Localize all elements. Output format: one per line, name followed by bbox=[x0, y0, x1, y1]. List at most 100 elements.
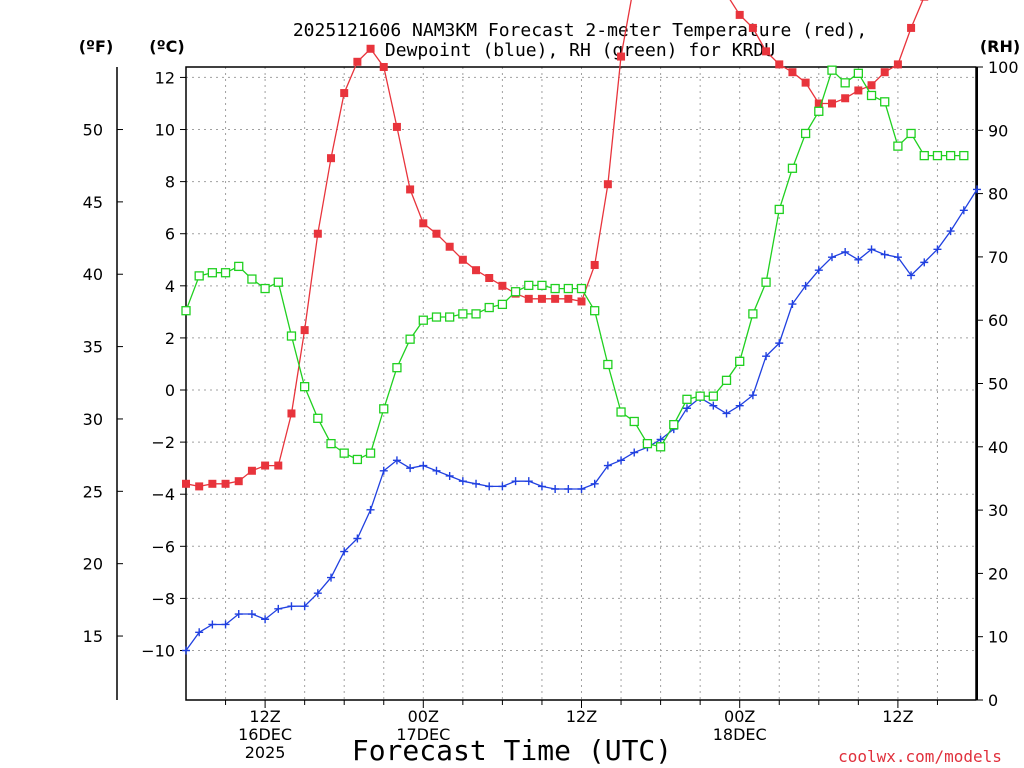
chart-title-line-1: 2025121606 NAM3KM Forecast 2-meter Tempe… bbox=[293, 20, 867, 41]
2-meter-temperature-point bbox=[564, 294, 573, 303]
rh-point bbox=[313, 413, 323, 423]
dewpoint-point bbox=[775, 339, 784, 348]
celsius-tick-label: −6 bbox=[151, 537, 175, 556]
rh-point bbox=[959, 150, 969, 161]
2-meter-temperature-point bbox=[274, 461, 283, 470]
2-meter-temperature-point bbox=[379, 63, 388, 71]
2-meter-temperature-point bbox=[907, 23, 916, 32]
dewpoint-point bbox=[946, 227, 955, 236]
dewpoint-point bbox=[551, 485, 560, 493]
rh-point bbox=[445, 312, 455, 322]
dewpoint-point bbox=[366, 505, 375, 514]
dewpoint-point bbox=[920, 258, 929, 267]
rh-tick-label: 30 bbox=[988, 501, 1008, 520]
rh-point bbox=[220, 268, 231, 278]
dewpoint-point bbox=[340, 547, 349, 556]
rh-point bbox=[735, 356, 745, 366]
dewpoint-point bbox=[841, 247, 850, 256]
rh-point bbox=[458, 309, 468, 319]
2-meter-temperature-point bbox=[854, 86, 863, 95]
2-meter-temperature-point bbox=[366, 44, 375, 53]
dewpoint-point bbox=[485, 482, 494, 491]
rh-point bbox=[906, 128, 916, 139]
2-meter-temperature-point bbox=[419, 219, 428, 228]
rh-tick-label: 10 bbox=[988, 628, 1008, 647]
dewpoint-point bbox=[854, 255, 863, 264]
dewpoint-point bbox=[379, 466, 388, 475]
rh-point bbox=[286, 331, 297, 341]
2-meter-temperature-point bbox=[221, 479, 230, 488]
rh-point bbox=[866, 90, 877, 101]
2-meter-temperature-point bbox=[762, 47, 771, 56]
2-meter-temperature-point bbox=[551, 294, 560, 303]
celsius-tick-label: −2 bbox=[151, 433, 175, 452]
fahrenheit-tick-label: 50 bbox=[83, 121, 103, 140]
celsius-tick-label: 0 bbox=[165, 381, 175, 400]
rh-point bbox=[365, 448, 376, 458]
rh-point bbox=[247, 274, 257, 284]
rh-point bbox=[721, 375, 732, 385]
rh-tick-label: 20 bbox=[988, 564, 1008, 583]
dewpoint-point bbox=[564, 485, 573, 493]
dewpoint-point bbox=[537, 482, 546, 491]
fahrenheit-tick-label: 35 bbox=[83, 338, 103, 357]
rh-point bbox=[629, 416, 639, 427]
rh-point bbox=[655, 442, 666, 452]
dewpoint-point bbox=[274, 604, 283, 613]
2-meter-temperature-point bbox=[827, 99, 836, 108]
2-meter-temperature-point bbox=[577, 297, 586, 306]
rh-point bbox=[524, 280, 534, 291]
dewpoint-point bbox=[195, 628, 204, 637]
rh-point bbox=[431, 312, 442, 322]
rh-point bbox=[800, 128, 811, 139]
fahrenheit-tick-label: 40 bbox=[83, 265, 103, 284]
rh-point bbox=[207, 268, 218, 278]
rh-point bbox=[418, 315, 428, 325]
x-tick-label: 12Z bbox=[249, 707, 280, 726]
rh-point bbox=[932, 150, 943, 161]
celsius-tick-label: −8 bbox=[151, 589, 175, 608]
x-tick-label: 18DEC bbox=[713, 725, 767, 744]
2-meter-temperature-point bbox=[458, 255, 467, 264]
rh-point bbox=[708, 391, 718, 401]
2-meter-temperature-point bbox=[432, 229, 441, 238]
rh-point bbox=[827, 65, 837, 75]
rh-tick-label: 80 bbox=[988, 185, 1008, 204]
2-meter-temperature-point bbox=[537, 294, 546, 303]
rh-point bbox=[603, 359, 613, 370]
2-meter-temperature-point bbox=[313, 229, 322, 238]
rh-point bbox=[234, 261, 244, 272]
2-meter-temperature-point bbox=[406, 185, 415, 194]
dewpoint-point bbox=[432, 466, 441, 475]
rh-point bbox=[774, 204, 784, 215]
x-tick-label: 2025 bbox=[245, 743, 286, 762]
dewpoint-point bbox=[722, 409, 731, 418]
2-meter-temperature-point bbox=[841, 94, 850, 103]
2-meter-temperature-point bbox=[182, 479, 190, 488]
celsius-tick-label: 4 bbox=[165, 277, 175, 296]
dewpoint-point bbox=[933, 245, 942, 254]
rh-point bbox=[326, 438, 336, 449]
x-tick-label: 17DEC bbox=[396, 725, 450, 744]
2-meter-temperature-point bbox=[353, 57, 362, 66]
rh-point bbox=[748, 309, 758, 319]
chart-title-line-2: Dewpoint (blue), RH (green) for KRDU bbox=[385, 40, 775, 61]
2-meter-temperature-point bbox=[261, 461, 270, 470]
dewpoint-point bbox=[406, 464, 415, 473]
2-meter-temperature-point bbox=[524, 294, 533, 303]
rh-point bbox=[787, 163, 798, 173]
2-meter-temperature-point bbox=[472, 266, 481, 275]
x-tick-label: 00Z bbox=[408, 707, 439, 726]
dewpoint-point bbox=[827, 253, 836, 262]
x-tick-label: 12Z bbox=[566, 707, 597, 726]
dewpoint-point bbox=[182, 646, 190, 655]
rh-axis-unit: (RH) bbox=[980, 37, 1020, 56]
2-meter-temperature-point bbox=[498, 281, 507, 290]
2-meter-temperature-point bbox=[867, 81, 876, 90]
dewpoint-point bbox=[472, 479, 481, 488]
rh-point bbox=[642, 438, 653, 449]
rh-point bbox=[695, 391, 705, 401]
dewpoint-point bbox=[801, 281, 810, 290]
fahrenheit-axis-unit: (ºF) bbox=[79, 37, 114, 56]
rh-point bbox=[840, 78, 850, 88]
